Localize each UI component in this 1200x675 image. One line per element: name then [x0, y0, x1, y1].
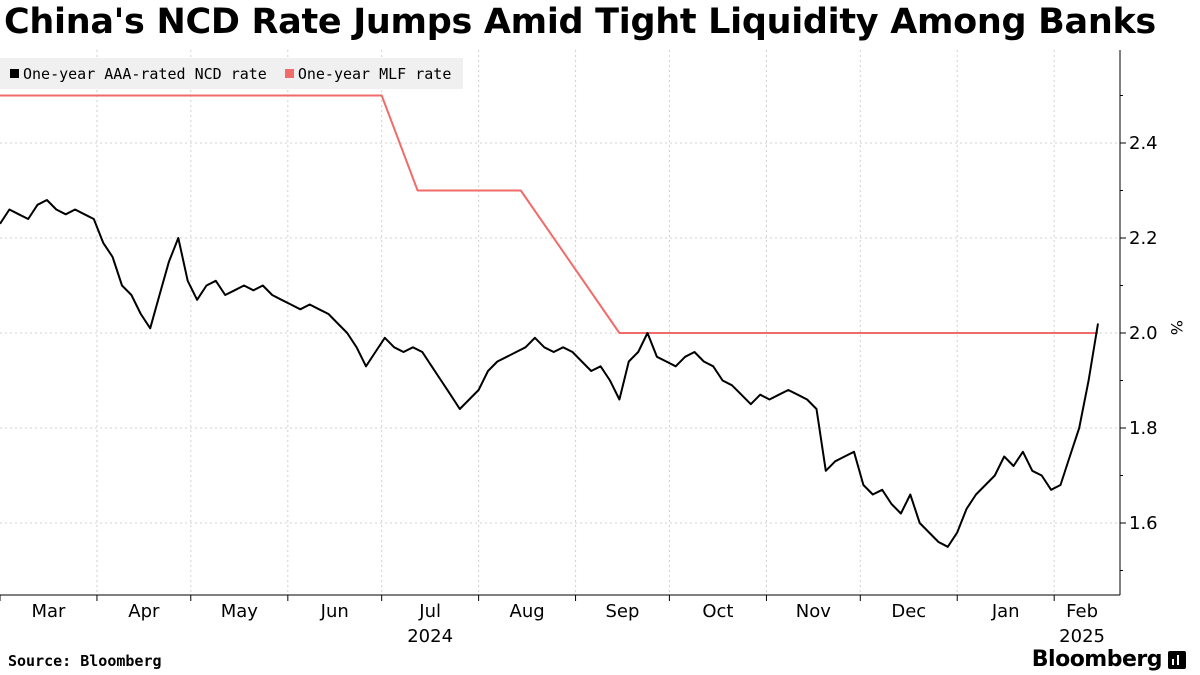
- ncd-rate-line: [0, 199, 1099, 548]
- x-tick-label: Mar: [31, 601, 66, 622]
- source-note: Source: Bloomberg: [8, 652, 162, 670]
- mlf-rate-line: [0, 94, 1098, 334]
- legend-swatch-ncd: [10, 69, 19, 78]
- x-tick-label: Jan: [991, 601, 1020, 622]
- series-lines: [0, 94, 1099, 548]
- x-tick-label: Jul: [418, 601, 441, 622]
- legend-label-mlf: One-year MLF rate: [297, 64, 452, 83]
- chart-title: China's NCD Rate Jumps Amid Tight Liquid…: [4, 2, 1156, 42]
- x-tick-label: May: [221, 601, 259, 622]
- x-tick-label: Sep: [606, 601, 640, 622]
- y-tick-label: 1.8: [1129, 418, 1158, 439]
- y-tick-label: 2.2: [1129, 228, 1158, 249]
- x-tick-label: Aug: [510, 601, 545, 622]
- legend: One-year AAA-rated NCD rate One-year MLF…: [0, 58, 463, 89]
- y-tick-label: 1.6: [1129, 513, 1158, 534]
- axes: [0, 50, 1126, 601]
- legend-item-mlf: One-year MLF rate: [284, 64, 452, 83]
- legend-swatch-mlf: [284, 69, 294, 78]
- y-tick-label: 2.4: [1129, 133, 1158, 154]
- x-tick-label: Feb: [1066, 601, 1098, 622]
- year-label: 2024: [407, 626, 453, 647]
- x-tick-label: Oct: [702, 601, 733, 622]
- x-tick-label: Apr: [128, 601, 160, 622]
- brand-name: Bloomberg: [1031, 647, 1163, 672]
- gridlines: [0, 50, 1120, 595]
- x-tick-label: Jun: [320, 601, 349, 622]
- bloomberg-terminal-icon: [1168, 650, 1186, 669]
- year-label: 2025: [1059, 626, 1105, 647]
- brand-logo: Bloomberg: [1032, 647, 1186, 672]
- x-tick-label: Nov: [796, 601, 831, 622]
- y-axis-unit-label: %: [1167, 320, 1186, 336]
- legend-item-ncd: One-year AAA-rated NCD rate: [10, 65, 267, 83]
- x-tick-label: Dec: [891, 601, 926, 622]
- legend-label-ncd: One-year AAA-rated NCD rate: [23, 64, 267, 83]
- y-tick-label: 2.0: [1129, 323, 1158, 344]
- axis-labels: 1.6 1.8 2.0 2.2 2.4 Mar Apr May Jun Jul Aug Sep Oct N…: [31, 133, 1157, 647]
